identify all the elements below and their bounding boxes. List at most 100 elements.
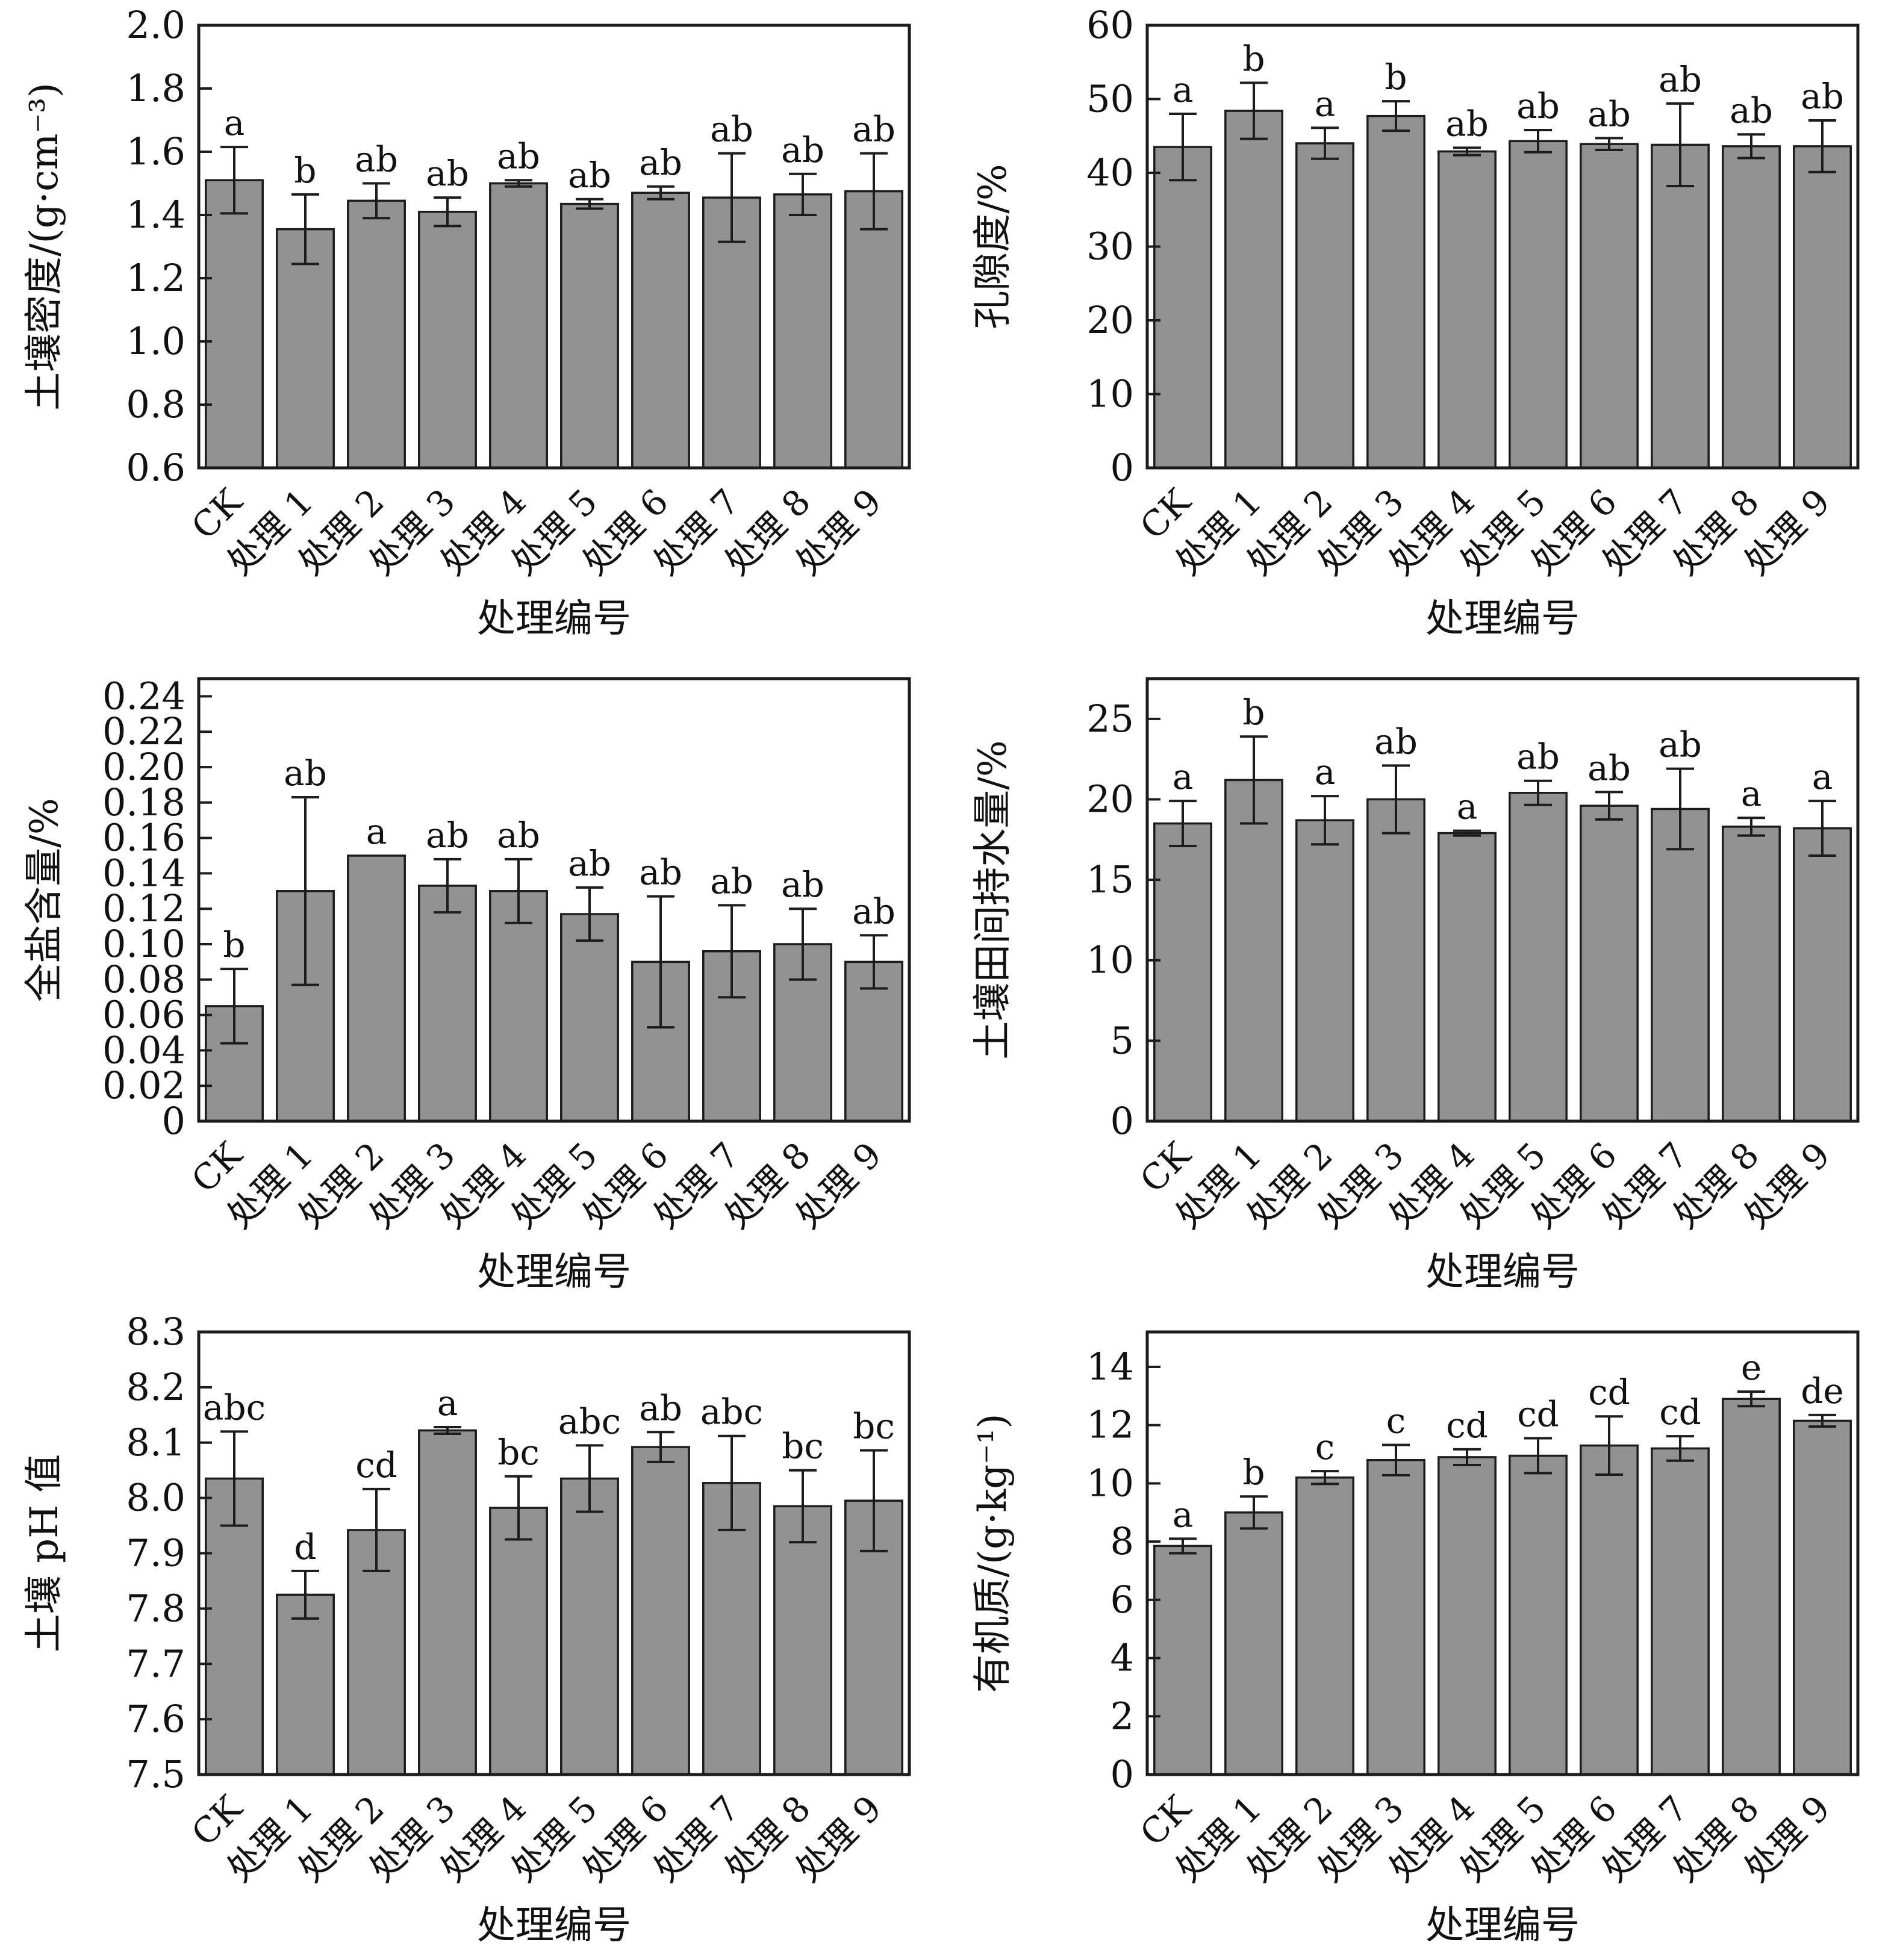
- bar-soil-ph-1: [276, 1593, 335, 1776]
- bar-field-water-capacity-9: [1793, 827, 1852, 1122]
- panel-soil-ph: abc d cd a bc abc ab abc bc bc 7.5 7.6 7.7 7.8 7.9 8.0 8…: [0, 1307, 948, 1960]
- sig-letter-porosity-5: ab: [1516, 86, 1560, 126]
- y-tick-label: 0.22: [102, 709, 185, 753]
- sig-letter-soil-ph-1: d: [294, 1526, 316, 1567]
- y-axis-title-soil-density: 土壤密度/(g·cm⁻³): [22, 82, 67, 411]
- chart-soil-density: ab ab ab ab ab abababab0.60.81.01.21.41.61.82…: [22, 3, 911, 641]
- y-tick-label: 8.0: [126, 1476, 185, 1520]
- y-axis-title-porosity: 孔隙度/%: [971, 164, 1015, 329]
- sig-letter-porosity-0: a: [1173, 69, 1194, 110]
- sig-letter-soil-density-3: ab: [426, 153, 469, 194]
- y-tick-label: 8.2: [126, 1365, 185, 1409]
- bar-organic-matter-6: [1580, 1444, 1639, 1776]
- bar-salt-content-5: [560, 913, 619, 1122]
- sig-letter-soil-density-7: ab: [710, 109, 753, 150]
- sig-letter-soil-ph-8: bc: [782, 1426, 824, 1467]
- bar-field-water-capacity-8: [1722, 826, 1781, 1122]
- y-tick-label: 14: [1086, 1345, 1134, 1389]
- sig-letter-organic-matter-1: b: [1242, 1452, 1265, 1493]
- sig-letter-organic-matter-0: a: [1173, 1494, 1194, 1535]
- sig-letter-soil-ph-4: bc: [497, 1432, 540, 1473]
- panel-salt-content: b ab a ab ab ab ab ab ab ab 0 0.02 0.04 0.06 0.08 0.10 0…: [0, 653, 948, 1307]
- sig-letter-field-water-capacity-5: ab: [1516, 736, 1560, 777]
- bar-field-water-capacity-2: [1295, 819, 1354, 1122]
- sig-letter-salt-content-8: ab: [781, 864, 824, 905]
- y-tick-label: 20: [1086, 777, 1134, 821]
- bar-organic-matter-8: [1722, 1398, 1781, 1776]
- bar-organic-matter-5: [1509, 1454, 1568, 1776]
- sig-letter-porosity-6: ab: [1587, 93, 1631, 134]
- sig-letter-soil-density-5: ab: [568, 155, 611, 196]
- x-axis-title-porosity: 处理编号: [1425, 597, 1580, 641]
- y-axis-title-salt-content: 全盐含量/%: [22, 798, 67, 1001]
- y-tick-label: 8: [1110, 1519, 1134, 1563]
- sig-letter-porosity-8: ab: [1730, 90, 1773, 131]
- bar-field-water-capacity-5: [1509, 792, 1568, 1122]
- bar-soil-density-6: [631, 191, 690, 469]
- plot-frame: [1145, 23, 1860, 470]
- sig-letter-soil-density-9: ab: [852, 109, 896, 150]
- y-tick-label: 1.2: [126, 256, 185, 300]
- bar-soil-ph-5: [560, 1477, 619, 1776]
- y-tick-label: 7.6: [126, 1697, 185, 1741]
- sig-letter-organic-matter-9: de: [1801, 1370, 1843, 1411]
- plot-frame: [197, 1330, 911, 1776]
- sig-letter-porosity-7: ab: [1659, 59, 1702, 100]
- sig-letter-salt-content-4: ab: [497, 815, 540, 856]
- bar-field-water-capacity-7: [1651, 807, 1710, 1122]
- bar-porosity-7: [1651, 143, 1710, 469]
- bar-soil-density-4: [489, 182, 548, 469]
- x-axis-title-salt-content: 处理编号: [477, 1250, 631, 1295]
- y-tick-label: 10: [1086, 938, 1134, 982]
- sig-letter-organic-matter-4: cd: [1446, 1405, 1488, 1446]
- y-tick-label: 0.18: [102, 780, 185, 824]
- bar-soil-density-2: [347, 199, 406, 469]
- y-tick-label: 0.8: [126, 382, 185, 426]
- y-tick-label: 0: [1110, 1099, 1134, 1143]
- bar-organic-matter-0: [1153, 1545, 1212, 1776]
- sig-letter-soil-ph-2: cd: [355, 1445, 397, 1486]
- bar-organic-matter-7: [1651, 1447, 1710, 1776]
- y-tick-label: 0.20: [102, 745, 185, 789]
- bar-organic-matter-9: [1793, 1419, 1852, 1776]
- y-tick-label: 0.06: [102, 993, 185, 1037]
- sig-letter-salt-content-9: ab: [852, 891, 896, 932]
- bar-organic-matter-3: [1366, 1459, 1425, 1776]
- x-axis-title-organic-matter: 处理编号: [1425, 1903, 1580, 1948]
- panel-soil-density: a b ab ab ab ab ab ab ab ab 0.6 0.8 1.0 1.2 1.4 1.6 1.8 2…: [0, 0, 948, 653]
- sig-letter-porosity-9: ab: [1801, 76, 1844, 117]
- y-tick-label: 8.3: [126, 1310, 185, 1354]
- y-tick-label: 12: [1086, 1403, 1134, 1447]
- y-tick-label: 4: [1110, 1636, 1134, 1680]
- y-tick-label: 7.7: [126, 1641, 185, 1685]
- bar-soil-density-9: [844, 190, 903, 469]
- bar-porosity-8: [1722, 145, 1781, 469]
- sig-letter-soil-ph-3: a: [437, 1383, 458, 1423]
- sig-letter-salt-content-0: b: [223, 924, 245, 965]
- sig-letter-soil-density-1: b: [294, 150, 316, 191]
- y-axis-title-organic-matter: 有机质/(g·kg⁻¹): [971, 1414, 1015, 1693]
- bar-soil-density-0: [205, 179, 264, 469]
- sig-letter-soil-ph-5: abc: [558, 1401, 621, 1442]
- sig-letter-soil-ph-9: bc: [853, 1406, 895, 1447]
- y-tick-label: 0.24: [102, 674, 185, 718]
- y-tick-label: 50: [1086, 77, 1134, 121]
- bar-soil-ph-6: [631, 1446, 690, 1776]
- bar-porosity-2: [1295, 142, 1354, 469]
- y-tick-label: 40: [1086, 151, 1134, 194]
- bar-salt-content-4: [489, 890, 548, 1122]
- y-tick-label: 7.5: [126, 1752, 185, 1796]
- bar-soil-ph-3: [418, 1429, 477, 1776]
- y-tick-label: 15: [1086, 857, 1134, 901]
- y-tick-label: 6: [1110, 1578, 1134, 1622]
- y-axis-title-field-water-capacity: 土壤田间持水量/%: [971, 740, 1015, 1059]
- y-tick-label: 25: [1086, 697, 1134, 741]
- y-tick-label: 0.10: [102, 922, 185, 966]
- y-tick-label: 60: [1086, 3, 1134, 47]
- sig-letter-salt-content-6: ab: [639, 852, 682, 893]
- sig-letter-field-water-capacity-0: a: [1173, 756, 1194, 797]
- bar-porosity-4: [1438, 150, 1497, 469]
